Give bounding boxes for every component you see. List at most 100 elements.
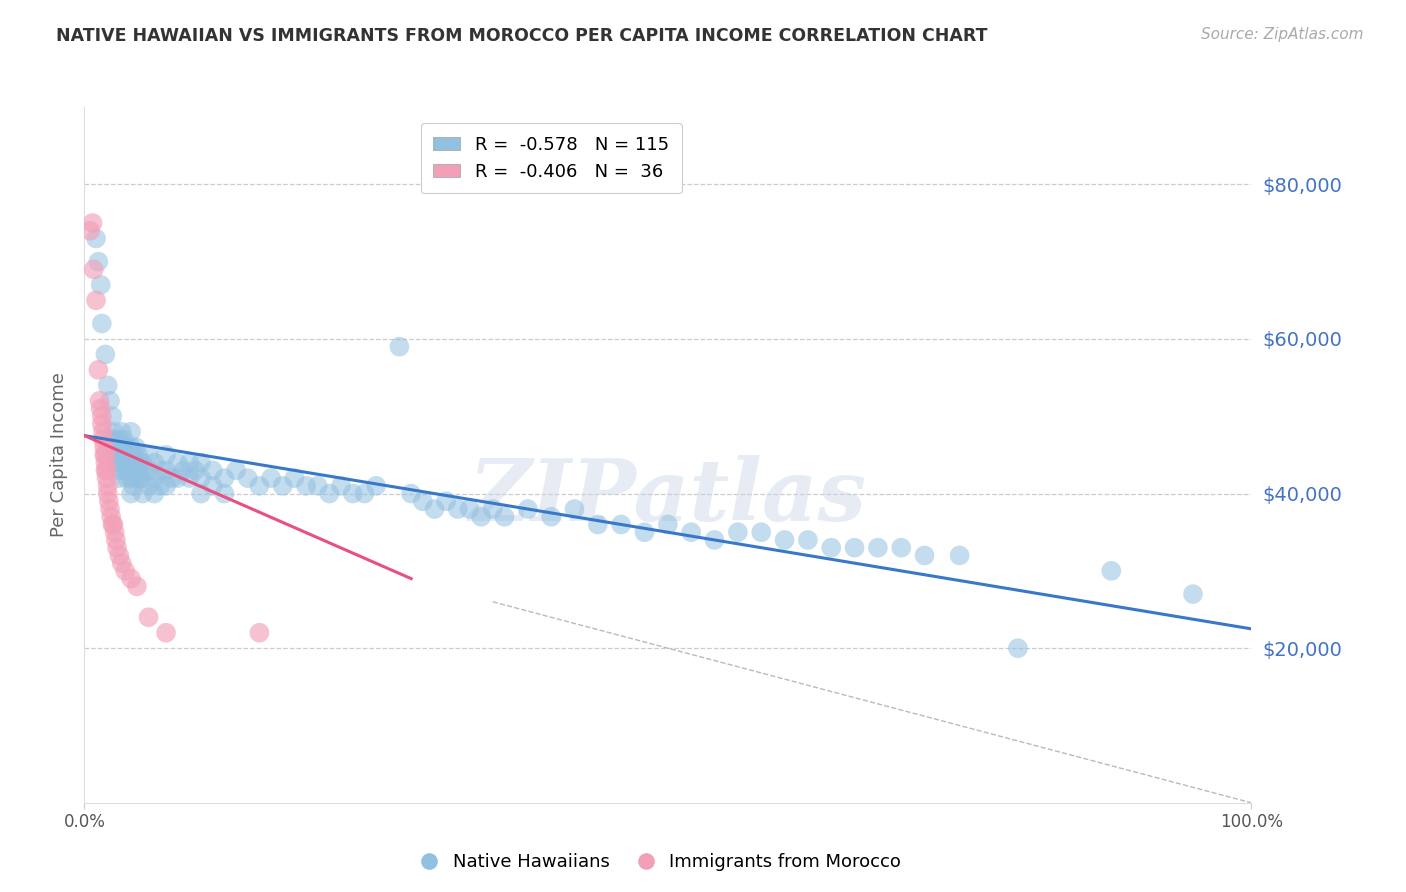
Point bbox=[127, 448, 149, 462]
Point bbox=[283, 471, 305, 485]
Point bbox=[132, 456, 155, 470]
Point bbox=[749, 525, 772, 540]
Point bbox=[120, 425, 142, 439]
Point bbox=[118, 463, 141, 477]
Point bbox=[112, 433, 135, 447]
Point bbox=[1181, 587, 1204, 601]
Point bbox=[342, 486, 364, 500]
Point bbox=[132, 471, 155, 485]
Point bbox=[90, 401, 112, 416]
Point bbox=[236, 471, 259, 485]
Point bbox=[132, 486, 155, 500]
Point bbox=[115, 456, 138, 470]
Text: Source: ZipAtlas.com: Source: ZipAtlas.com bbox=[1201, 27, 1364, 42]
Point bbox=[388, 340, 411, 354]
Point bbox=[104, 525, 127, 540]
Point bbox=[120, 572, 142, 586]
Point bbox=[155, 625, 177, 640]
Point bbox=[112, 463, 135, 477]
Point bbox=[190, 471, 212, 485]
Legend: Native Hawaiians, Immigrants from Morocco: Native Hawaiians, Immigrants from Morocc… bbox=[413, 847, 908, 879]
Point bbox=[143, 471, 166, 485]
Point bbox=[914, 549, 936, 563]
Point bbox=[108, 549, 131, 563]
Point bbox=[155, 448, 177, 462]
Point bbox=[94, 463, 117, 477]
Point bbox=[111, 556, 134, 570]
Point bbox=[366, 479, 388, 493]
Point bbox=[190, 486, 212, 500]
Point bbox=[94, 456, 117, 470]
Point bbox=[138, 448, 160, 462]
Point bbox=[214, 471, 236, 485]
Point bbox=[295, 479, 318, 493]
Point bbox=[681, 525, 703, 540]
Point bbox=[97, 378, 120, 392]
Point bbox=[90, 417, 112, 431]
Text: ZIPatlas: ZIPatlas bbox=[468, 455, 868, 539]
Point bbox=[586, 517, 609, 532]
Point bbox=[610, 517, 633, 532]
Point bbox=[103, 440, 125, 454]
Point bbox=[949, 549, 972, 563]
Point bbox=[125, 471, 148, 485]
Point bbox=[143, 486, 166, 500]
Point bbox=[657, 517, 679, 532]
Point bbox=[90, 409, 112, 424]
Point bbox=[516, 502, 538, 516]
Point bbox=[105, 456, 128, 470]
Point bbox=[122, 479, 145, 493]
Point bbox=[98, 433, 121, 447]
Point bbox=[104, 433, 127, 447]
Point bbox=[138, 479, 160, 493]
Point bbox=[97, 486, 120, 500]
Point bbox=[94, 347, 117, 361]
Point bbox=[179, 456, 201, 470]
Point bbox=[125, 440, 148, 454]
Point bbox=[353, 486, 375, 500]
Point bbox=[1007, 641, 1029, 656]
Point bbox=[118, 448, 141, 462]
Point bbox=[79, 224, 101, 238]
Point bbox=[307, 479, 329, 493]
Point bbox=[214, 486, 236, 500]
Text: NATIVE HAWAIIAN VS IMMIGRANTS FROM MOROCCO PER CAPITA INCOME CORRELATION CHART: NATIVE HAWAIIAN VS IMMIGRANTS FROM MOROC… bbox=[56, 27, 988, 45]
Point bbox=[97, 494, 120, 508]
Point bbox=[271, 479, 294, 493]
Point bbox=[98, 502, 121, 516]
Point bbox=[890, 541, 912, 555]
Point bbox=[90, 277, 112, 292]
Point bbox=[201, 479, 224, 493]
Point bbox=[249, 479, 271, 493]
Point bbox=[108, 471, 131, 485]
Point bbox=[633, 525, 655, 540]
Point bbox=[143, 456, 166, 470]
Point bbox=[96, 471, 118, 485]
Point bbox=[125, 579, 148, 593]
Point bbox=[494, 509, 516, 524]
Point bbox=[103, 517, 125, 532]
Point bbox=[104, 448, 127, 462]
Point bbox=[138, 463, 160, 477]
Point bbox=[101, 517, 124, 532]
Point bbox=[120, 440, 142, 454]
Point bbox=[447, 502, 470, 516]
Y-axis label: Per Capita Income: Per Capita Income bbox=[49, 373, 67, 537]
Point bbox=[90, 317, 112, 331]
Point bbox=[125, 456, 148, 470]
Point bbox=[184, 463, 207, 477]
Point bbox=[83, 262, 105, 277]
Point bbox=[260, 471, 283, 485]
Point bbox=[155, 463, 177, 477]
Point bbox=[458, 502, 481, 516]
Point bbox=[84, 293, 107, 308]
Point bbox=[797, 533, 820, 547]
Point bbox=[470, 509, 492, 524]
Point bbox=[201, 463, 224, 477]
Point bbox=[127, 463, 149, 477]
Point bbox=[93, 448, 115, 462]
Point bbox=[330, 479, 353, 493]
Point bbox=[155, 479, 177, 493]
Point bbox=[98, 393, 121, 408]
Point bbox=[149, 463, 172, 477]
